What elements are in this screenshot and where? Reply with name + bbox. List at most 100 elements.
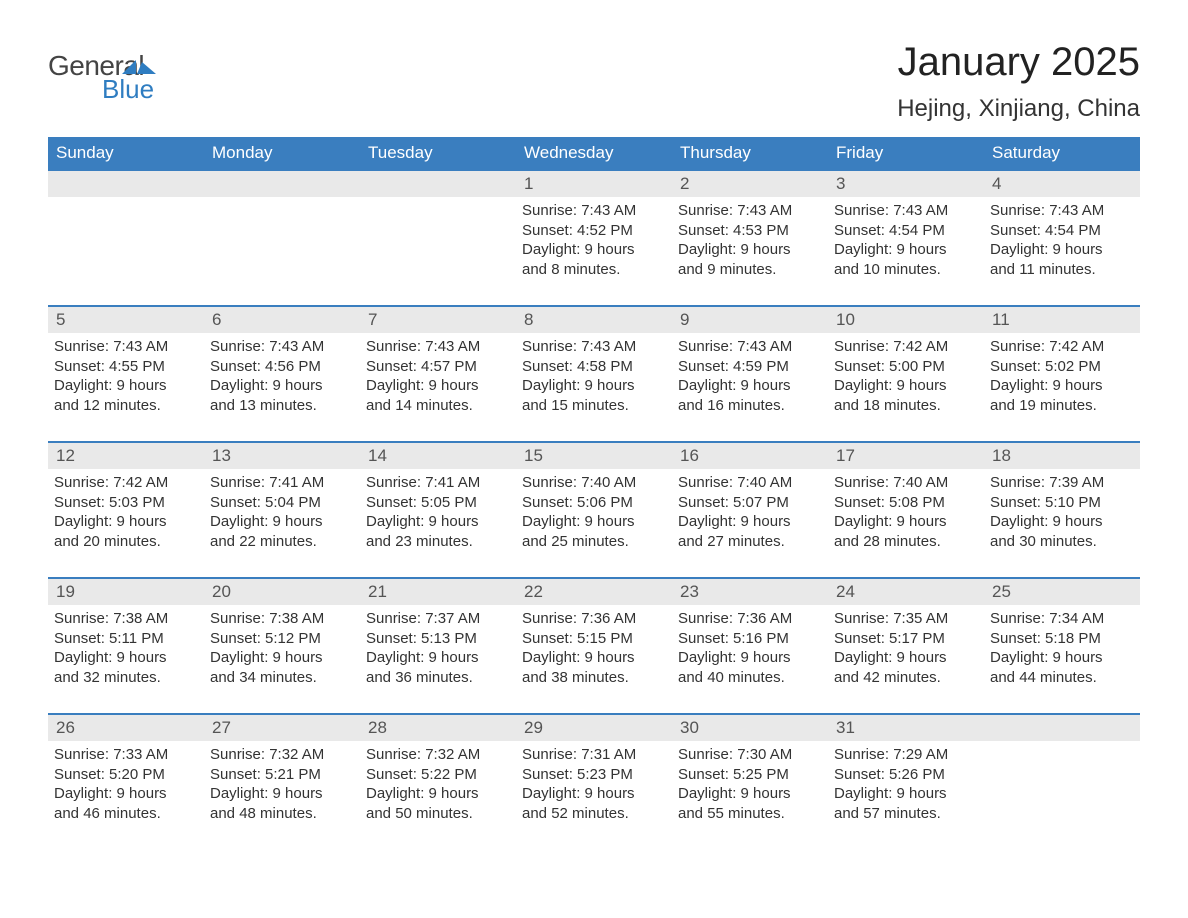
day-cell: 25Sunrise: 7:34 AMSunset: 5:18 PMDayligh…: [984, 579, 1140, 693]
sunrise-line: Sunrise: 7:43 AM: [522, 337, 666, 357]
week-row: 1Sunrise: 7:43 AMSunset: 4:52 PMDaylight…: [48, 169, 1140, 285]
day-details: Sunrise: 7:35 AMSunset: 5:17 PMDaylight:…: [828, 605, 984, 687]
title-block: January 2025 Hejing, Xinjiang, China: [897, 40, 1140, 123]
day-cell: 28Sunrise: 7:32 AMSunset: 5:22 PMDayligh…: [360, 715, 516, 829]
daylight-line-2: and 22 minutes.: [210, 532, 354, 552]
day-details: Sunrise: 7:43 AMSunset: 4:53 PMDaylight:…: [672, 197, 828, 279]
day-number: 9: [672, 307, 828, 333]
day-cell: 9Sunrise: 7:43 AMSunset: 4:59 PMDaylight…: [672, 307, 828, 421]
sunset-line: Sunset: 5:25 PM: [678, 765, 822, 785]
sunset-line: Sunset: 5:05 PM: [366, 493, 510, 513]
sunset-line: Sunset: 5:21 PM: [210, 765, 354, 785]
sunrise-line: Sunrise: 7:37 AM: [366, 609, 510, 629]
day-cell: 6Sunrise: 7:43 AMSunset: 4:56 PMDaylight…: [204, 307, 360, 421]
day-number: 7: [360, 307, 516, 333]
daylight-line-2: and 46 minutes.: [54, 804, 198, 824]
daylight-line-1: Daylight: 9 hours: [366, 512, 510, 532]
daylight-line-2: and 27 minutes.: [678, 532, 822, 552]
day-number: [48, 171, 204, 197]
daylight-line-1: Daylight: 9 hours: [990, 240, 1134, 260]
day-number: 12: [48, 443, 204, 469]
day-details: Sunrise: 7:34 AMSunset: 5:18 PMDaylight:…: [984, 605, 1140, 687]
daylight-line-1: Daylight: 9 hours: [210, 648, 354, 668]
weekday-header: Friday: [828, 137, 984, 169]
sunrise-line: Sunrise: 7:43 AM: [210, 337, 354, 357]
daylight-line-1: Daylight: 9 hours: [54, 376, 198, 396]
day-details: Sunrise: 7:40 AMSunset: 5:07 PMDaylight:…: [672, 469, 828, 551]
daylight-line-2: and 9 minutes.: [678, 260, 822, 280]
day-cell: 10Sunrise: 7:42 AMSunset: 5:00 PMDayligh…: [828, 307, 984, 421]
day-cell: 19Sunrise: 7:38 AMSunset: 5:11 PMDayligh…: [48, 579, 204, 693]
brand-logo: General Blue: [48, 40, 156, 102]
day-number: 1: [516, 171, 672, 197]
sunrise-line: Sunrise: 7:29 AM: [834, 745, 978, 765]
day-details: Sunrise: 7:29 AMSunset: 5:26 PMDaylight:…: [828, 741, 984, 823]
daylight-line-2: and 16 minutes.: [678, 396, 822, 416]
daylight-line-1: Daylight: 9 hours: [54, 648, 198, 668]
sunset-line: Sunset: 5:16 PM: [678, 629, 822, 649]
daylight-line-1: Daylight: 9 hours: [834, 648, 978, 668]
weekday-header: Thursday: [672, 137, 828, 169]
sunset-line: Sunset: 5:08 PM: [834, 493, 978, 513]
daylight-line-1: Daylight: 9 hours: [522, 240, 666, 260]
daylight-line-1: Daylight: 9 hours: [366, 376, 510, 396]
week-row: 12Sunrise: 7:42 AMSunset: 5:03 PMDayligh…: [48, 441, 1140, 557]
day-cell: 7Sunrise: 7:43 AMSunset: 4:57 PMDaylight…: [360, 307, 516, 421]
day-details: Sunrise: 7:42 AMSunset: 5:00 PMDaylight:…: [828, 333, 984, 415]
day-cell: 1Sunrise: 7:43 AMSunset: 4:52 PMDaylight…: [516, 171, 672, 285]
daylight-line-2: and 12 minutes.: [54, 396, 198, 416]
sunset-line: Sunset: 5:03 PM: [54, 493, 198, 513]
day-details: Sunrise: 7:42 AMSunset: 5:03 PMDaylight:…: [48, 469, 204, 551]
sunrise-line: Sunrise: 7:43 AM: [834, 201, 978, 221]
sunset-line: Sunset: 5:11 PM: [54, 629, 198, 649]
daylight-line-2: and 28 minutes.: [834, 532, 978, 552]
daylight-line-2: and 48 minutes.: [210, 804, 354, 824]
weekday-header: Tuesday: [360, 137, 516, 169]
day-details: Sunrise: 7:38 AMSunset: 5:12 PMDaylight:…: [204, 605, 360, 687]
day-number: 11: [984, 307, 1140, 333]
day-number: [984, 715, 1140, 741]
day-number: 16: [672, 443, 828, 469]
daylight-line-1: Daylight: 9 hours: [522, 784, 666, 804]
sunrise-line: Sunrise: 7:30 AM: [678, 745, 822, 765]
sunrise-line: Sunrise: 7:40 AM: [522, 473, 666, 493]
daylight-line-2: and 57 minutes.: [834, 804, 978, 824]
day-cell: 11Sunrise: 7:42 AMSunset: 5:02 PMDayligh…: [984, 307, 1140, 421]
daylight-line-1: Daylight: 9 hours: [678, 512, 822, 532]
sunset-line: Sunset: 5:07 PM: [678, 493, 822, 513]
sunset-line: Sunset: 4:53 PM: [678, 221, 822, 241]
day-number: 20: [204, 579, 360, 605]
day-number: 31: [828, 715, 984, 741]
day-details: Sunrise: 7:43 AMSunset: 4:54 PMDaylight:…: [984, 197, 1140, 279]
daylight-line-1: Daylight: 9 hours: [678, 376, 822, 396]
daylight-line-2: and 30 minutes.: [990, 532, 1134, 552]
daylight-line-2: and 34 minutes.: [210, 668, 354, 688]
day-number: 4: [984, 171, 1140, 197]
daylight-line-1: Daylight: 9 hours: [834, 784, 978, 804]
weekday-header-row: SundayMondayTuesdayWednesdayThursdayFrid…: [48, 137, 1140, 169]
day-cell: 29Sunrise: 7:31 AMSunset: 5:23 PMDayligh…: [516, 715, 672, 829]
week-row: 19Sunrise: 7:38 AMSunset: 5:11 PMDayligh…: [48, 577, 1140, 693]
day-number: 17: [828, 443, 984, 469]
sunrise-line: Sunrise: 7:31 AM: [522, 745, 666, 765]
sunrise-line: Sunrise: 7:43 AM: [990, 201, 1134, 221]
day-cell: 3Sunrise: 7:43 AMSunset: 4:54 PMDaylight…: [828, 171, 984, 285]
sunset-line: Sunset: 5:13 PM: [366, 629, 510, 649]
day-cell: 26Sunrise: 7:33 AMSunset: 5:20 PMDayligh…: [48, 715, 204, 829]
daylight-line-1: Daylight: 9 hours: [54, 784, 198, 804]
sunset-line: Sunset: 5:04 PM: [210, 493, 354, 513]
day-details: Sunrise: 7:40 AMSunset: 5:06 PMDaylight:…: [516, 469, 672, 551]
calendar-body: 1Sunrise: 7:43 AMSunset: 4:52 PMDaylight…: [48, 169, 1140, 829]
sunrise-line: Sunrise: 7:38 AM: [54, 609, 198, 629]
day-details: Sunrise: 7:43 AMSunset: 4:56 PMDaylight:…: [204, 333, 360, 415]
day-number: 29: [516, 715, 672, 741]
day-number: 18: [984, 443, 1140, 469]
day-details: Sunrise: 7:39 AMSunset: 5:10 PMDaylight:…: [984, 469, 1140, 551]
sunset-line: Sunset: 5:22 PM: [366, 765, 510, 785]
week-row: 5Sunrise: 7:43 AMSunset: 4:55 PMDaylight…: [48, 305, 1140, 421]
daylight-line-1: Daylight: 9 hours: [990, 648, 1134, 668]
sunset-line: Sunset: 4:56 PM: [210, 357, 354, 377]
daylight-line-1: Daylight: 9 hours: [210, 376, 354, 396]
day-details: Sunrise: 7:43 AMSunset: 4:54 PMDaylight:…: [828, 197, 984, 279]
day-number: 5: [48, 307, 204, 333]
